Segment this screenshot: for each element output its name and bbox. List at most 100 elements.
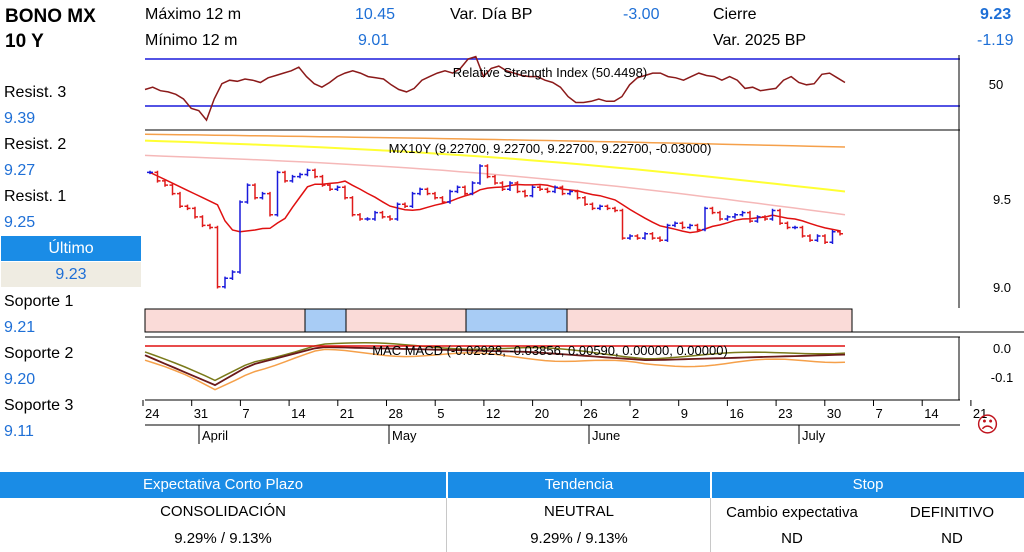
price-tick-label-low: 9.0 xyxy=(993,280,1011,295)
regime-segment xyxy=(304,308,347,333)
ohlc-bar xyxy=(642,232,648,240)
ohlc-bar xyxy=(462,185,468,196)
ohlc-bar xyxy=(559,185,566,196)
ohlc-bar xyxy=(777,208,783,225)
ohlc-bar xyxy=(229,270,236,280)
regime-segment xyxy=(465,308,568,333)
ohlc-bars xyxy=(147,164,843,289)
resist3-label: Resist. 3 xyxy=(4,84,67,101)
ohlc-bar xyxy=(349,196,356,217)
ohlc-bar xyxy=(627,234,633,240)
max-12m-label: Máximo 12 m xyxy=(145,6,242,23)
ohlc-bar xyxy=(447,189,453,204)
ohlc-bar xyxy=(327,183,333,191)
ohlc-bar xyxy=(544,187,551,194)
ohlc-bar xyxy=(252,183,258,200)
ohlc-bar xyxy=(769,208,776,221)
ohlc-bar xyxy=(319,174,326,187)
macd-tick-label-neg: -0.1 xyxy=(991,370,1013,385)
ohlc-bar xyxy=(282,170,288,183)
ohlc-bar xyxy=(612,206,618,213)
band-pink xyxy=(144,154,846,216)
soporte1-label: Soporte 1 xyxy=(4,293,74,310)
ohlc-bar xyxy=(394,202,401,221)
ohlc-bar xyxy=(297,172,303,179)
ohlc-bar xyxy=(492,174,498,185)
price-panel: 9.5 9.0 MX10Y (9.22700, 9.22700, 9.22700… xyxy=(144,130,1011,308)
ultimo-label: Último xyxy=(1,236,141,261)
tendencia-value: NEUTRAL xyxy=(448,498,710,525)
x-tick-label: 12 xyxy=(486,406,500,421)
ohlc-bar xyxy=(289,174,296,183)
ohlc-bar xyxy=(199,215,206,228)
cierre-label: Cierre xyxy=(713,6,757,23)
min-12m-value: 9.01 xyxy=(358,32,390,49)
instrument-name-line1: BONO MX xyxy=(5,6,96,27)
ohlc-bar xyxy=(709,206,716,215)
ohlc-bar xyxy=(514,181,521,194)
ohlc-bar xyxy=(402,202,408,208)
ohlc-bar xyxy=(259,191,266,200)
ohlc-bar xyxy=(372,210,378,221)
ohlc-bar xyxy=(619,208,626,240)
x-tick-label: 14 xyxy=(924,406,938,421)
ohlc-bar xyxy=(799,225,806,238)
ohlc-bar xyxy=(837,230,843,236)
ohlc-bar xyxy=(664,223,671,242)
expectativa-header: Expectativa Corto Plazo xyxy=(0,472,446,498)
ohlc-bar xyxy=(439,196,446,204)
table-separator xyxy=(446,472,448,552)
month-label: July xyxy=(802,428,826,443)
ohlc-bar xyxy=(477,164,483,185)
month-label: April xyxy=(202,428,228,443)
regime-segment xyxy=(345,308,467,333)
x-tick-label: 16 xyxy=(729,406,743,421)
tendencia-header: Tendencia xyxy=(448,472,710,498)
ohlc-bar xyxy=(237,200,243,274)
ohlc-bar xyxy=(574,189,581,200)
ohlc-bar xyxy=(604,204,611,211)
macd-panel: 0.0 -0.1 MAC MACD (-0.02928, -0.03856, 0… xyxy=(144,336,1013,400)
ohlc-bar xyxy=(364,217,371,221)
x-axis: 24 31 7 14 21 28 5 12 20 26 2 9 16 23 30 7 14 21 April May J… xyxy=(142,399,987,444)
ohlc-bar xyxy=(244,183,251,204)
ohlc-bar xyxy=(304,168,311,177)
ohlc-bar xyxy=(567,189,573,196)
ohlc-bar xyxy=(634,234,641,240)
summary-table: Expectativa Corto Plazo CONSOLIDACIÓN 9.… xyxy=(0,472,1024,552)
stop-column: Stop Cambio expectativa DEFINITIVO ND ND xyxy=(712,472,1024,552)
ohlc-bar xyxy=(154,170,161,183)
ohlc-bar xyxy=(499,181,506,191)
ohlc-bar xyxy=(147,170,153,175)
min-12m-label: Mínimo 12 m xyxy=(145,32,238,49)
ohlc-bar xyxy=(679,221,686,230)
var-2025-label: Var. 2025 BP xyxy=(713,32,807,49)
macd-line-signal xyxy=(144,346,846,387)
ohlc-bar xyxy=(507,181,513,191)
ohlc-bar xyxy=(409,191,416,208)
ohlc-bar xyxy=(649,232,656,240)
ohlc-bar xyxy=(192,206,198,219)
ohlc-bar xyxy=(207,223,213,230)
ohlc-bar xyxy=(784,221,791,230)
month-label: June xyxy=(592,428,620,443)
ohlc-bar xyxy=(379,210,386,219)
ultimo-value: 9.23 xyxy=(1,262,141,287)
band-yellow xyxy=(144,139,846,193)
ohlc-bar xyxy=(589,202,596,211)
ohlc-bar xyxy=(792,225,798,230)
ohlc-bar xyxy=(454,185,461,194)
ohlc-bar xyxy=(387,215,393,221)
resist3-value: 9.39 xyxy=(4,110,36,127)
ohlc-bar xyxy=(732,213,738,219)
x-tick-label: 14 xyxy=(291,406,305,421)
ohlc-bar xyxy=(657,236,663,242)
band-orange xyxy=(144,133,846,148)
rsi-panel: 50 Relative Strength Index (50.4498) xyxy=(144,55,1003,131)
var-2025-value: -1.19 xyxy=(977,32,1014,49)
var-dia-label: Var. Día BP xyxy=(450,6,533,23)
x-tick-label: 20 xyxy=(535,406,549,421)
x-tick-label: 31 xyxy=(194,406,208,421)
soporte2-label: Soporte 2 xyxy=(4,345,74,362)
x-tick-label: 9 xyxy=(681,406,688,421)
